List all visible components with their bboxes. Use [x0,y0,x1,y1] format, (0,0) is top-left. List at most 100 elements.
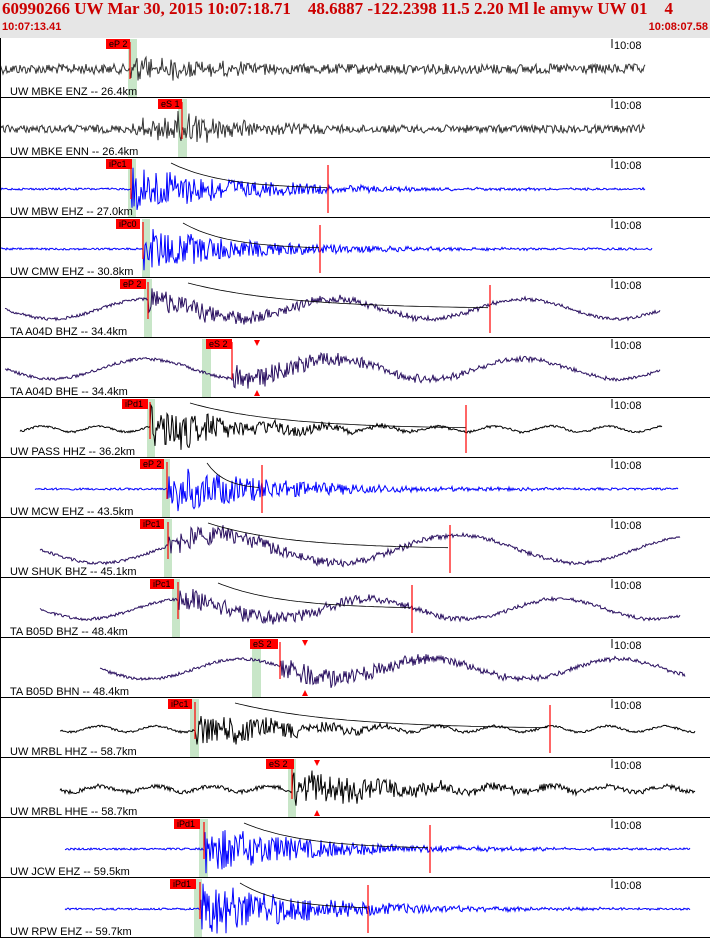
pick-arrow [314,810,320,816]
pick-label: eP 2 [143,459,161,469]
coda-curve [187,282,489,309]
waveform [59,770,696,806]
tick-label: 10:08 [614,100,642,112]
pick-window [147,399,155,458]
trace-row[interactable]: iPc1 10:08 UW MRBL HHZ -- 58.7km [0,699,710,758]
pick-box [116,219,140,229]
station-label: UW MBKE ENN -- 26.4km [10,146,138,158]
station-label: UW MRBL HHE -- 58.7km [10,806,137,818]
pick-arrow [314,760,320,766]
tick-label: 10:08 [614,820,642,832]
tick-label: 10:08 [614,400,642,412]
station-label: UW SHUK BHZ -- 45.1km [10,566,137,578]
trace-row[interactable]: eS 1 10:08 UW MBKE ENN -- 26.4km [0,99,710,158]
trace-row[interactable]: iPc0 10:08 UW CMW EHZ -- 30.8km [0,219,710,278]
waveform [99,654,686,688]
pick-window [202,339,211,398]
pick-box [158,99,182,109]
tick-label: 10:08 [614,280,642,292]
trace-row[interactable]: iPc1 10:08 UW SHUK BHZ -- 45.1km [0,519,710,578]
station-label: UW RPW EHZ -- 59.7km [10,926,132,938]
waveform [0,167,646,210]
waveform [39,588,681,625]
station-label: UW MBKE ENZ -- 26.4km [10,86,137,98]
pick-window [142,219,150,278]
station-label: TA A04D BHZ -- 34.4km [10,326,127,338]
coda-curve [170,162,328,189]
station-label: TA A04D BHE -- 34.4km [10,386,128,398]
pick-label: iPd1 [125,399,143,409]
pick-box [168,699,192,709]
pick-label: iPc1 [109,159,127,169]
pick-label: iPd1 [173,879,191,889]
pick-label: iPd1 [177,819,195,829]
trace-row[interactable]: eS 2 10:08 UW MRBL HHE -- 58.7km [0,759,710,818]
pick-label: eP 2 [123,279,141,289]
pick-label: iPc1 [143,519,161,529]
seismogram-panel[interactable]: eP 2 10:08 UW MBKE ENZ -- 26.4km eS 1 10:08 U… [0,38,710,938]
trace-row[interactable]: eP 2 10:08 TA A04D BHZ -- 34.4km [0,279,710,338]
trace-row[interactable]: eP 2 10:08 UW MCW EHZ -- 43.5km [0,459,710,518]
pick-arrow [254,390,260,396]
pick-box [206,339,232,349]
pick-arrow [254,340,260,346]
station-label: UW MRBL HHZ -- 58.7km [10,746,137,758]
trace-row[interactable]: iPc1 10:08 UW MBW EHZ -- 27.0km [0,159,710,218]
pick-box [122,399,148,409]
station-label: TA B05D BHZ -- 48.4km [10,626,128,638]
pick-box [106,159,132,169]
waveform [0,110,646,143]
pick-box [250,639,278,649]
station-label: UW CMW EHZ -- 30.8km [10,266,133,278]
tick-label: 10:08 [614,340,642,352]
coda-curve [243,822,429,849]
station-label: UW MBW EHZ -- 27.0km [10,206,133,218]
station-label: UW JCW EHZ -- 59.5km [10,866,130,878]
tick-label: 10:08 [614,220,642,232]
tick-label: 10:08 [614,700,642,712]
pick-label: eS 1 [161,99,180,109]
coda-curve [207,522,449,549]
trace-row[interactable]: iPd1 10:08 UW RPW EHZ -- 59.7km [0,879,710,938]
waveform [64,883,691,934]
waveform [0,229,653,271]
tick-label: 10:08 [614,40,642,52]
pick-label: iPc1 [153,579,171,589]
waveform [39,525,681,568]
trace-row[interactable]: iPc1 10:08 TA B05D BHZ -- 48.4km [0,579,710,638]
pick-box [120,279,146,289]
trace-row[interactable]: iPd1 10:08 UW PASS HHZ -- 36.2km [0,399,710,458]
tick-label: 10:08 [614,160,642,172]
start-time: 10:07:13.41 [2,21,62,33]
tick-label: 10:08 [614,760,642,772]
trace-row[interactable]: eS 2 10:08 TA B05D BHN -- 48.4km [0,639,710,698]
tick-label: 10:08 [614,880,642,892]
waveform [59,716,696,745]
waveform [34,468,679,512]
pick-window [172,579,180,638]
event-header: 60990266 UW Mar 30, 2015 10:07:18.71 48.… [0,0,710,38]
coda-curve [239,882,369,909]
tick-label: 10:08 [614,460,642,472]
pick-box [140,459,164,469]
coda-curve [234,702,548,729]
coda-curve [182,222,320,249]
tick-label: 10:08 [614,580,642,592]
waveform [4,288,661,325]
pick-box [140,519,164,529]
pick-label: eS 2 [209,339,228,349]
trace-row[interactable]: eS 2 10:08 TA A04D BHE -- 34.4km [0,339,710,398]
trace-row[interactable]: iPd1 10:08 UW JCW EHZ -- 59.5km [0,819,710,878]
pick-label: eS 2 [269,759,288,769]
waveform [4,352,661,389]
pick-label: eP 2 [109,39,127,49]
pick-box [150,579,174,589]
pick-box [106,39,130,49]
pick-arrow [302,640,308,646]
station-label: UW PASS HHZ -- 36.2km [10,446,135,458]
waveform [64,830,691,874]
trace-row[interactable]: eP 2 10:08 UW MBKE ENZ -- 26.4km [0,39,710,98]
pick-box [170,879,196,889]
waveform [19,403,663,450]
station-label: TA B05D BHN -- 48.4km [10,686,129,698]
